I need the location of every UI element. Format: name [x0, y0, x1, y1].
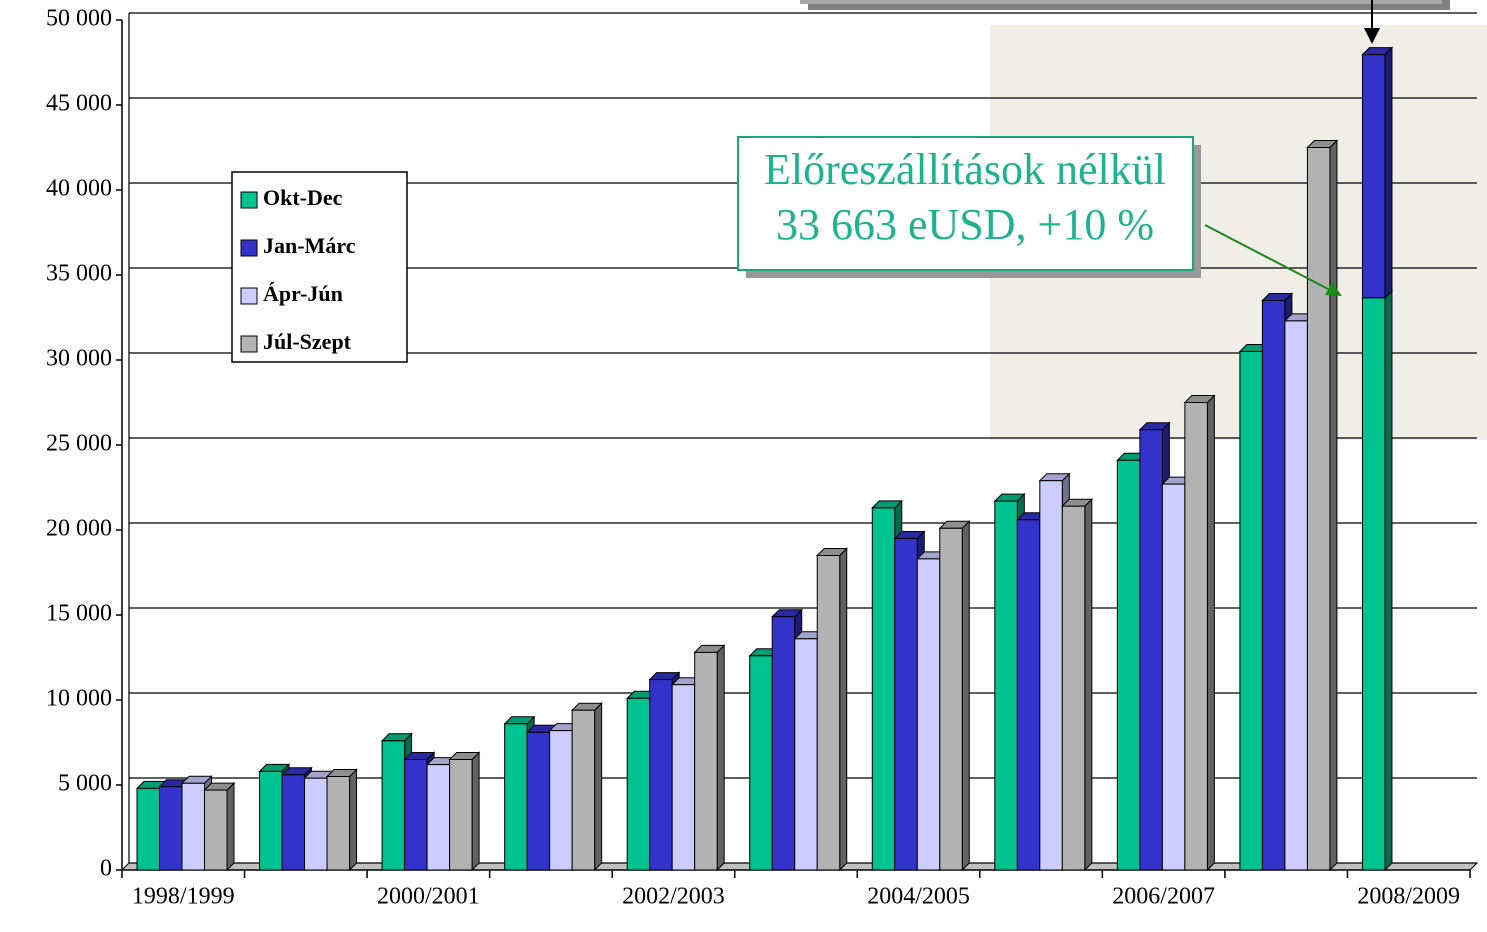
arrow-head — [1325, 282, 1342, 296]
arrow-head — [1364, 28, 1380, 44]
y-tick-label: 0 — [100, 856, 112, 882]
legend-label: Ápr-Jún — [263, 281, 343, 306]
bar — [136, 787, 160, 871]
bar — [204, 789, 228, 871]
x-tick-label: 2008/2009 — [1357, 884, 1460, 910]
y-tick-label: 20 000 — [46, 516, 112, 542]
bar — [504, 723, 528, 871]
bar — [426, 764, 451, 871]
bar — [159, 786, 183, 871]
bar-side — [716, 644, 725, 872]
bar — [1061, 505, 1086, 871]
bar — [1239, 351, 1263, 871]
x-tick-label: 2004/2005 — [867, 884, 970, 910]
bar — [1161, 483, 1186, 871]
annotation-box — [737, 136, 1194, 271]
bar-side — [1206, 394, 1215, 872]
y-tick-label: 25 000 — [46, 431, 112, 457]
x-tick-label: 1998/1999 — [132, 884, 235, 910]
bar — [1306, 147, 1331, 871]
bar-side — [1084, 497, 1093, 872]
bar — [816, 555, 841, 871]
arrow — [1204, 224, 1331, 291]
y-tick-label: 10 000 — [46, 686, 112, 712]
bar — [771, 616, 796, 871]
bar — [449, 759, 473, 871]
bar — [281, 774, 306, 871]
bar — [671, 684, 696, 871]
y-tick-label: 5 000 — [58, 771, 112, 797]
bar-side — [226, 781, 235, 872]
legend-swatch — [240, 239, 258, 257]
bar — [749, 655, 773, 871]
legend: Okt-Dec Jan-Márc Ápr-Jún Júl-Szept — [231, 171, 408, 363]
x-tick-label: 2006/2007 — [1112, 884, 1215, 910]
y-tick-label: 15 000 — [46, 601, 112, 627]
bar-side — [471, 751, 480, 872]
y-tick-label: 40 000 — [46, 176, 112, 202]
callout-box-top — [808, 0, 1450, 10]
bar — [181, 782, 205, 871]
bar — [526, 731, 551, 871]
legend-swatch — [240, 191, 258, 209]
y-tick-label: 35 000 — [46, 261, 112, 287]
y-tick-label: 30 000 — [46, 346, 112, 372]
legend-swatch — [240, 287, 258, 305]
bar — [1361, 297, 1386, 871]
bar — [649, 679, 673, 871]
bar — [1039, 480, 1063, 871]
x-tick-label: 2000/2001 — [377, 884, 480, 910]
bar — [381, 740, 406, 871]
bar — [1016, 519, 1041, 871]
legend-swatch — [240, 335, 258, 353]
bar-side — [594, 701, 603, 872]
plot-area: 0 5 000 10 000 15 000 20 000 25 000 30 000 35 0… — [46, 6, 1479, 910]
bar-side — [1329, 139, 1338, 872]
bar — [894, 538, 918, 871]
callout-box-top — [800, 0, 1442, 4]
bar — [326, 776, 351, 871]
bar — [549, 730, 573, 871]
bar — [994, 500, 1018, 871]
bar-side — [1384, 46, 1393, 299]
bar — [571, 709, 596, 871]
bar — [871, 507, 896, 871]
bar — [404, 759, 428, 871]
bar — [1116, 459, 1141, 871]
bar — [939, 527, 963, 871]
y-tick-label: 45 000 — [46, 91, 112, 117]
bar — [304, 777, 328, 871]
legend-label: Okt-Dec — [263, 185, 343, 210]
bar — [1261, 300, 1286, 871]
bar — [794, 638, 818, 871]
bar-side — [961, 520, 970, 872]
y-tick-label: 50 000 — [46, 6, 112, 32]
legend-label: Jan-Márc — [263, 233, 356, 258]
bar — [1284, 320, 1308, 871]
bar-side — [839, 547, 848, 872]
legend-label: Júl-Szept — [263, 329, 352, 354]
bar — [1361, 54, 1386, 299]
bar — [1139, 429, 1163, 871]
bar — [259, 770, 283, 871]
annotation-line: 33 663 eUSD, +10 % — [776, 200, 1154, 249]
annotation-line: Előreszállítások nélkül — [764, 145, 1166, 194]
bar — [626, 697, 651, 871]
bar — [916, 558, 941, 871]
bar-side — [1384, 289, 1393, 872]
bar — [694, 651, 718, 871]
bar-side — [349, 768, 358, 872]
bar — [1184, 402, 1208, 871]
legend-box — [231, 171, 408, 363]
x-tick-label: 2002/2003 — [622, 884, 725, 910]
